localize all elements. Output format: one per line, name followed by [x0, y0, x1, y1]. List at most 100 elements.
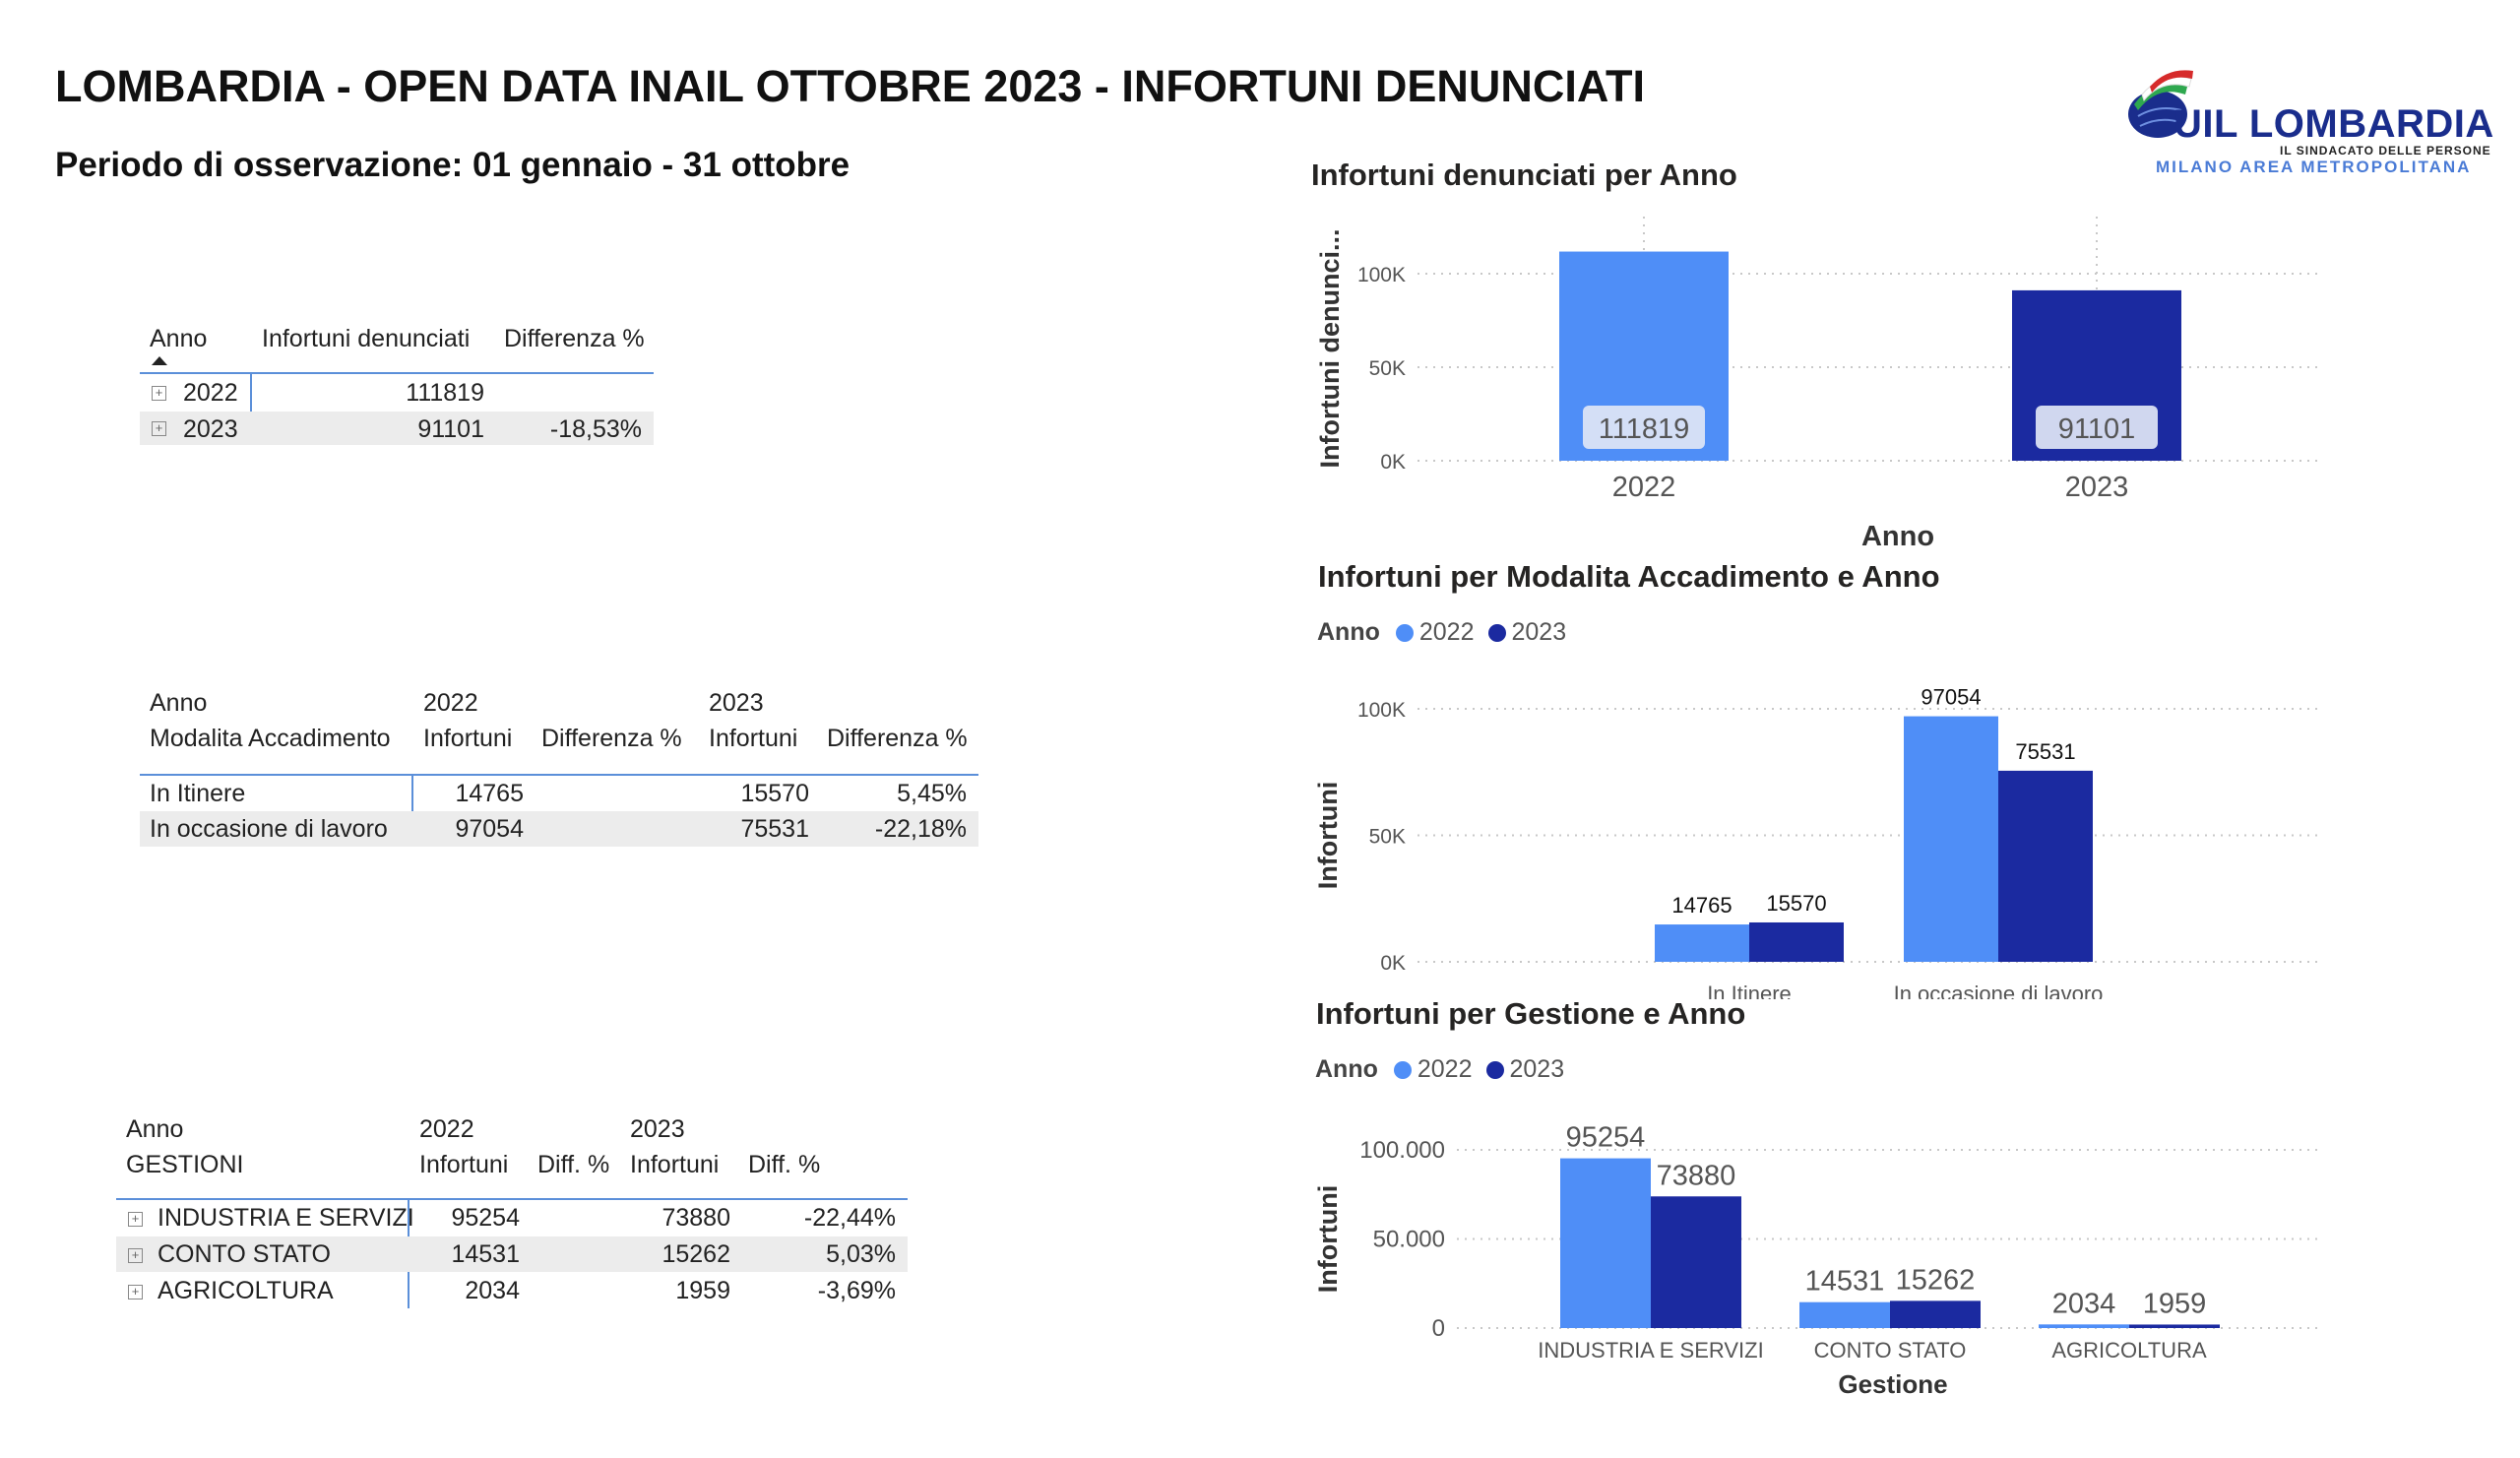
- y-tick-label: 0K: [1380, 952, 1406, 975]
- chart3-legend: Anno 2022 2023: [1315, 1055, 1578, 1084]
- y-axis-label: Infortuni: [1313, 782, 1343, 889]
- col-header-diff-2022[interactable]: Differenza %: [541, 725, 682, 752]
- row-infortuni: 91101: [417, 415, 484, 443]
- chart-modalita-accadimento[interactable]: 0K 50K 100K 14765 15570 97054 75531 Infortuni In…: [1299, 669, 2343, 999]
- col-header-infortuni-2023[interactable]: Infortuni: [630, 1151, 720, 1178]
- bar-2023: [1890, 1300, 1981, 1328]
- row-infortuni-2022: 14765: [455, 780, 524, 807]
- bar-2023: [1651, 1196, 1741, 1328]
- col-header-diff-2023[interactable]: Diff. %: [748, 1151, 821, 1178]
- legend-item-2023[interactable]: 2023: [1487, 618, 1567, 647]
- bar-2022: [2039, 1324, 2129, 1328]
- legend-label: 2022: [1417, 1055, 1473, 1083]
- legend-item-2023[interactable]: 2023: [1485, 1055, 1565, 1084]
- expand-icon[interactable]: +: [152, 421, 166, 436]
- data-label-box: [2036, 406, 2158, 449]
- data-label: 14765: [1671, 893, 1732, 918]
- col-header-modalita[interactable]: Modalita Accadimento: [150, 725, 391, 752]
- bar-2022: [1904, 716, 1998, 962]
- legend-dot-icon: [1487, 623, 1506, 642]
- col-header-infortuni-2023[interactable]: Infortuni: [709, 725, 798, 752]
- row-header-divider: [411, 774, 413, 847]
- legend-dot-icon: [1393, 1060, 1412, 1079]
- expand-icon[interactable]: +: [128, 1212, 143, 1227]
- header-divider: [140, 774, 978, 776]
- col-header-anno: Anno: [150, 689, 208, 717]
- legend-label: 2023: [1511, 618, 1567, 646]
- row-shade: [116, 1236, 908, 1272]
- col-header-differenza[interactable]: Differenza %: [504, 325, 645, 352]
- row-diff-2023: -22,18%: [874, 815, 967, 843]
- table-anno: Anno Infortuni denunciati Differenza % +…: [140, 325, 662, 453]
- col-header-year-2022: 2022: [423, 689, 478, 717]
- chart3-title: Infortuni per Gestione e Anno: [1316, 996, 1746, 1031]
- y-tick-label: 50.000: [1373, 1227, 1445, 1253]
- col-header-infortuni[interactable]: Infortuni denunciati: [262, 325, 471, 352]
- logo-area: MILANO AREA METROPOLITANA: [2156, 158, 2472, 176]
- col-header-gestioni[interactable]: GESTIONI: [126, 1151, 244, 1178]
- legend-label: 2022: [1418, 618, 1475, 646]
- header-divider: [140, 372, 654, 374]
- legend-item-2022[interactable]: 2022: [1395, 618, 1475, 647]
- data-label-box: [1583, 406, 1705, 449]
- x-axis-label: Gestione: [1838, 1369, 1947, 1399]
- chart2-legend: Anno 2022 2023: [1317, 618, 1580, 647]
- y-tick-label: 50K: [1369, 357, 1406, 380]
- y-tick-label: 100K: [1357, 699, 1406, 722]
- y-tick-label: 100.000: [1359, 1137, 1445, 1164]
- row-label: INDUSTRIA E SERVIZI: [158, 1204, 414, 1232]
- row-infortuni-2022: 95254: [451, 1204, 520, 1232]
- data-label: 14531: [1805, 1266, 1885, 1298]
- y-axis-label: Infortuni denunci...: [1315, 229, 1345, 469]
- row-label: In occasione di lavoro: [150, 815, 388, 843]
- table-gestioni: Anno 2022 2023 GESTIONI Infortuni Diff. …: [116, 1115, 923, 1322]
- y-axis-label: Infortuni: [1313, 1185, 1343, 1293]
- col-header-year-2023: 2023: [630, 1115, 685, 1143]
- bar-2022: [1655, 924, 1749, 962]
- x-tick-label: 2023: [2065, 472, 2129, 503]
- row-header-divider: [250, 372, 252, 445]
- y-tick-label: 0: [1432, 1315, 1445, 1342]
- row-infortuni-2023: 73880: [662, 1204, 730, 1232]
- logo-name: UIL LOMBARDIA: [2174, 102, 2494, 146]
- data-label: 2034: [2052, 1288, 2116, 1319]
- col-header-anno: Anno: [126, 1115, 184, 1143]
- x-tick-label: INDUSTRIA E SERVIZI: [1538, 1338, 1763, 1363]
- expand-icon[interactable]: +: [152, 386, 166, 401]
- chart1-title: Infortuni denunciati per Anno: [1311, 158, 1737, 192]
- legend-dot-icon: [1485, 1060, 1504, 1079]
- logo-tagline: IL SINDACATO DELLE PERSONE: [2280, 144, 2491, 158]
- data-label: 15262: [1896, 1264, 1976, 1296]
- x-tick-label: In occasione di lavoro: [1894, 982, 2104, 999]
- bar-2022: [1799, 1301, 1890, 1328]
- x-tick-label: In Itinere: [1707, 982, 1792, 999]
- row-infortuni-2022: 2034: [465, 1277, 520, 1304]
- page-title: LOMBARDIA - OPEN DATA INAIL OTTOBRE 2023…: [55, 61, 1646, 111]
- data-label: 73880: [1657, 1160, 1736, 1191]
- legend-label: 2023: [1509, 1055, 1565, 1083]
- expand-icon[interactable]: +: [128, 1285, 143, 1300]
- col-header-infortuni-2022[interactable]: Infortuni: [419, 1151, 509, 1178]
- data-label: 95254: [1566, 1122, 1646, 1154]
- row-infortuni-2023: 15262: [662, 1240, 730, 1268]
- row-diff-2023: -22,44%: [803, 1204, 896, 1232]
- row-shade: [140, 412, 654, 445]
- row-label: AGRICOLTURA: [158, 1277, 334, 1304]
- row-anno: 2022: [183, 379, 238, 407]
- col-header-diff-2022[interactable]: Diff. %: [537, 1151, 610, 1178]
- row-shade: [140, 811, 978, 847]
- col-header-diff-2023[interactable]: Differenza %: [827, 725, 968, 752]
- row-label: CONTO STATO: [158, 1240, 331, 1268]
- bar-2023: [1749, 921, 1844, 962]
- col-header-infortuni-2022[interactable]: Infortuni: [423, 725, 513, 752]
- uil-logo: UIL LOMBARDIA IL SINDACATO DELLE PERSONE…: [2116, 65, 2493, 183]
- chart-infortuni-per-anno[interactable]: 0K 50K 100K 111819 2022 91101 2023 Anno Infortun…: [1299, 197, 2343, 561]
- col-header-anno[interactable]: Anno: [150, 325, 208, 352]
- chart-gestione[interactable]: 0 50.000 100.000 95254 73880 INDUSTRIA E SERV…: [1299, 1103, 2343, 1408]
- legend-item-2022[interactable]: 2022: [1393, 1055, 1473, 1084]
- expand-icon[interactable]: +: [128, 1248, 143, 1263]
- data-label: 91101: [2058, 413, 2136, 445]
- sort-ascending-icon[interactable]: [152, 356, 167, 365]
- row-diff-2023: 5,45%: [897, 780, 967, 807]
- table-modalita: Anno 2022 2023 Modalita Accadimento Info…: [140, 689, 986, 856]
